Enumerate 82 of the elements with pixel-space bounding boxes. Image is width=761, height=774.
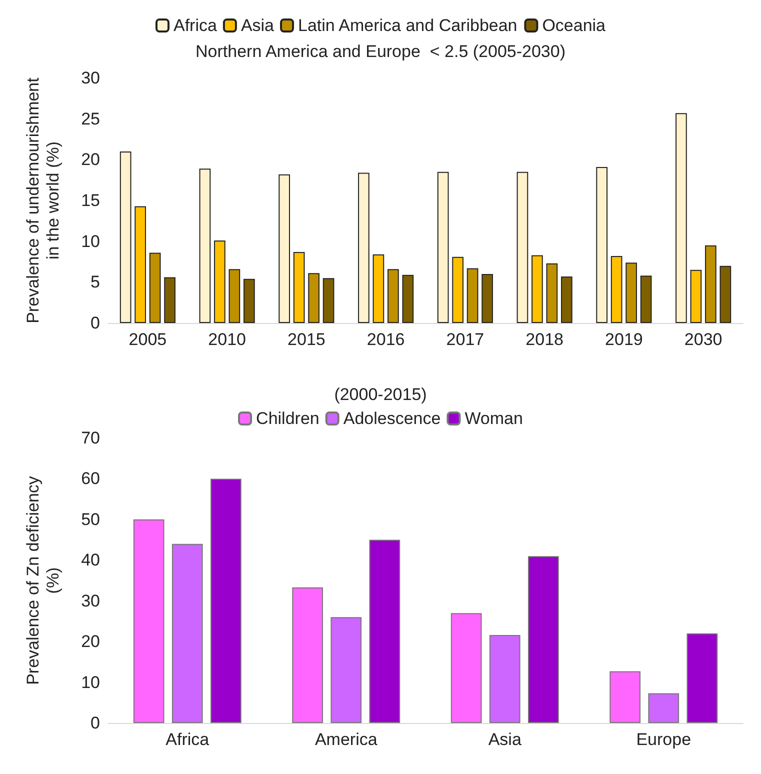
y-tick-label: 40 [81,550,100,570]
bar [720,266,732,323]
y-tick-label: 20 [81,150,100,170]
bar [369,540,400,723]
bar [322,278,334,323]
x-tick-label: 2018 [526,330,564,349]
legend-label: Latin America and Caribbean [298,16,518,35]
bar [388,269,399,323]
legend-label: Children [256,409,320,428]
bar [690,270,702,323]
bar [452,256,464,323]
x-tick-label: Africa [166,730,210,749]
y-tick-label: 15 [81,191,100,210]
bar [199,168,211,323]
bar [164,277,176,323]
bar [676,113,687,323]
legend-label: Asia [240,16,275,35]
bar [292,587,323,723]
bar [482,274,493,323]
legend-label: Woman [464,409,523,428]
x-tick-label: America [314,730,378,749]
bar [546,263,558,323]
bar [610,671,640,723]
bar [686,633,718,723]
bar [516,172,528,323]
bar [372,254,384,323]
legend-label: Adolescence [343,409,441,428]
y-axis-title: Prevalence of undernourishment in the world (%) [24,77,62,324]
y-tick-label: 70 [81,428,100,448]
x-tick-label: 2030 [684,330,722,349]
x-tick-label: 2017 [446,330,484,349]
bar [528,556,559,723]
x-tick-label: 2016 [366,330,405,349]
y-axis-title: Prevalence of Zn deficiency (%) [24,476,62,685]
bar [120,152,132,323]
legend-label: Oceania [542,16,606,35]
chart-title: Northern America and Europe < 2.5 (2005-2030) [196,42,566,61]
bar [358,172,370,323]
bar [244,278,255,323]
bar [705,245,716,323]
bar [172,544,203,723]
chart-title: (2000-2015) [334,385,427,404]
bar [278,174,290,323]
bar [610,256,622,323]
bar [561,276,572,323]
bar [626,262,637,323]
bar [149,252,161,323]
bar [402,274,414,323]
bar [489,635,520,723]
y-tick-label: 5 [90,272,100,292]
y-tick-label: 0 [90,714,100,732]
y-tick-label: 30 [81,591,100,610]
y-tick-label: 20 [81,632,100,652]
x-tick-label: 2015 [288,330,326,349]
x-tick-label: 2019 [605,330,643,349]
bar [532,255,543,323]
y-tick-label: 10 [81,232,100,251]
x-tick-label: Asia [488,730,522,749]
bar [293,252,305,323]
bar [437,172,449,323]
bar [648,693,680,723]
bar [308,273,320,323]
bar [210,478,242,723]
bar [134,206,146,323]
y-tick-label: 0 [90,314,100,332]
x-tick-label: 2005 [128,330,167,349]
bar [330,617,362,723]
bar [214,240,226,323]
bar [466,268,478,323]
bar [450,613,482,723]
x-tick-label: 2010 [208,330,246,349]
y-tick-label: 10 [81,672,100,692]
bar [228,269,240,323]
y-tick-label: 60 [81,469,100,488]
bar [640,276,652,323]
x-tick-label: Europe [636,730,692,749]
y-tick-label: 25 [81,109,100,128]
legend-label: Africa [173,16,218,35]
bar [133,519,164,723]
y-tick-label: 50 [81,510,100,529]
bar [596,167,608,323]
y-tick-label: 30 [81,68,100,88]
